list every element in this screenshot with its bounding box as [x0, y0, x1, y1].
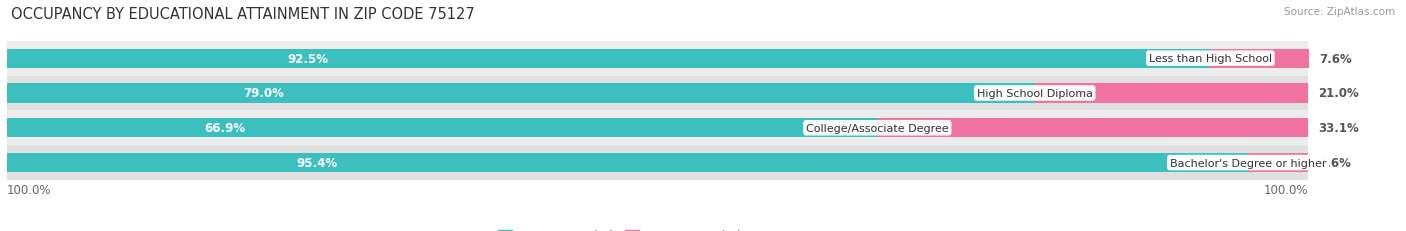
Text: 33.1%: 33.1% — [1319, 122, 1360, 135]
Bar — [877, 119, 1308, 138]
FancyBboxPatch shape — [7, 42, 1308, 76]
Text: 21.0%: 21.0% — [1319, 87, 1360, 100]
Text: Less than High School: Less than High School — [1149, 54, 1272, 64]
Text: Source: ZipAtlas.com: Source: ZipAtlas.com — [1284, 7, 1395, 17]
Text: Bachelor's Degree or higher: Bachelor's Degree or higher — [1170, 158, 1326, 168]
Bar — [1035, 84, 1308, 103]
Bar — [7, 153, 1249, 172]
Text: 92.5%: 92.5% — [287, 52, 329, 65]
Text: 100.0%: 100.0% — [1264, 183, 1308, 196]
Text: College/Associate Degree: College/Associate Degree — [806, 123, 949, 133]
Bar — [1249, 153, 1308, 172]
Legend: Owner-occupied, Renter-occupied: Owner-occupied, Renter-occupied — [494, 224, 747, 231]
Bar — [7, 119, 877, 138]
Bar — [1211, 49, 1309, 68]
Bar — [7, 84, 1035, 103]
Text: 7.6%: 7.6% — [1320, 52, 1353, 65]
Text: High School Diploma: High School Diploma — [977, 88, 1092, 99]
FancyBboxPatch shape — [7, 146, 1308, 180]
Text: 100.0%: 100.0% — [7, 183, 52, 196]
Bar — [7, 49, 1211, 68]
Text: 4.6%: 4.6% — [1319, 156, 1351, 169]
Text: 79.0%: 79.0% — [243, 87, 284, 100]
Text: 95.4%: 95.4% — [297, 156, 337, 169]
Text: OCCUPANCY BY EDUCATIONAL ATTAINMENT IN ZIP CODE 75127: OCCUPANCY BY EDUCATIONAL ATTAINMENT IN Z… — [11, 7, 475, 22]
Text: 66.9%: 66.9% — [204, 122, 245, 135]
FancyBboxPatch shape — [7, 111, 1308, 146]
FancyBboxPatch shape — [7, 76, 1308, 111]
